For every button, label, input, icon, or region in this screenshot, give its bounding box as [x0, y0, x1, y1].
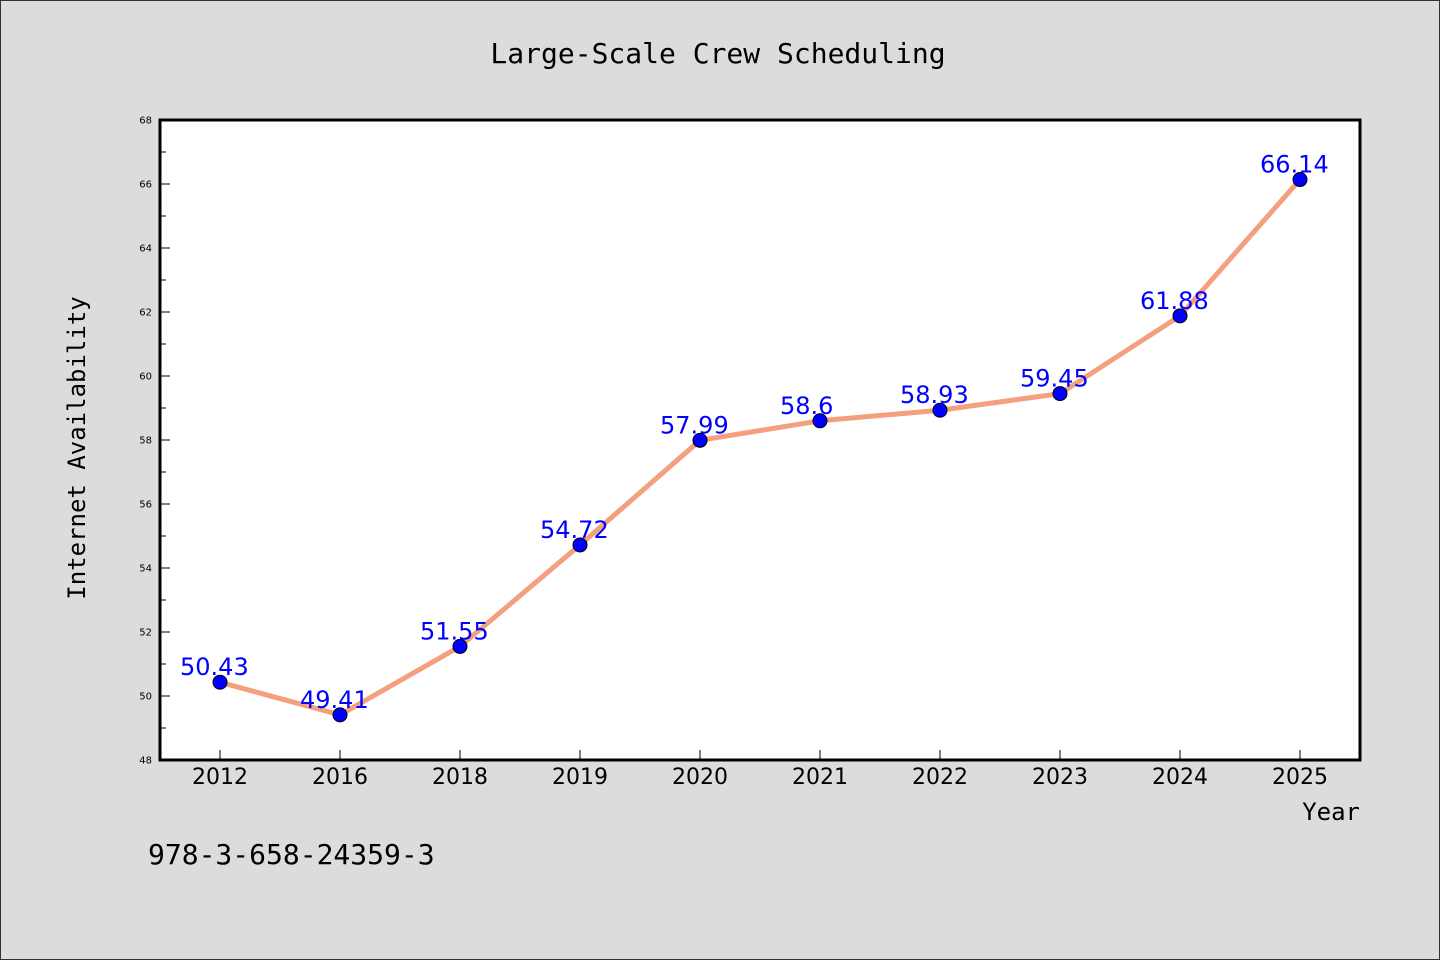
- data-label: 57.99: [660, 411, 729, 439]
- data-point: [212, 674, 228, 690]
- footer-code: 978-3-658-24359-3: [148, 838, 435, 871]
- x-axis: 2012 2016 2018 2019 2020 2021 2022 2023 2024 2025: [192, 750, 1328, 790]
- data-label: 54.72: [540, 516, 609, 544]
- data-point: [692, 432, 708, 448]
- y-tick-label: 62: [139, 308, 152, 319]
- data-label: 58.6: [780, 392, 833, 420]
- data-point: [1052, 386, 1068, 402]
- y-tick-label: 48: [139, 756, 152, 767]
- y-tick-label: 64: [139, 244, 152, 255]
- series-line-group: [212, 172, 1308, 723]
- y-tick-label: 54: [139, 564, 152, 575]
- data-label: 59.45: [1020, 365, 1089, 393]
- x-tick-label: 2012: [192, 765, 248, 790]
- x-tick-label: 2023: [1032, 765, 1088, 790]
- data-point: [1172, 308, 1188, 324]
- data-label: 66.14: [1260, 151, 1329, 179]
- x-tick-label: 2024: [1152, 765, 1208, 790]
- y-tick-label: 68: [139, 116, 152, 127]
- data-point: [932, 402, 948, 418]
- y-tick-label: 52: [139, 628, 152, 639]
- x-tick-label: 2020: [672, 765, 728, 790]
- x-tick-label: 2025: [1272, 765, 1328, 790]
- x-tick-label: 2019: [552, 765, 608, 790]
- data-point: [332, 707, 348, 723]
- x-tick-label: 2021: [792, 765, 848, 790]
- data-label: 58.93: [900, 381, 969, 409]
- y-tick-label: 56: [139, 500, 152, 511]
- data-point: [1292, 172, 1308, 188]
- y-axis-title: Internet Availability: [63, 296, 91, 599]
- plot-area: [158, 118, 1362, 762]
- data-point: [572, 537, 588, 553]
- chart-title: Large-Scale Crew Scheduling: [490, 37, 945, 70]
- y-axis: 48 50 52 54 56 58 60 62 64 66 68: [139, 116, 170, 767]
- x-axis-title: Year: [1302, 798, 1360, 826]
- series-line: [217, 177, 1303, 718]
- data-label: 50.43: [180, 653, 249, 681]
- data-labels-group: 50.43 49.41 51.55 54.72 57.99 58.6 58.93 59.45 6…: [180, 151, 1329, 714]
- y-tick-label: 60: [139, 372, 152, 383]
- x-tick-label: 2022: [912, 765, 968, 790]
- y-tick-label: 50: [139, 692, 152, 703]
- x-tick-label: 2016: [312, 765, 368, 790]
- data-label: 61.88: [1140, 287, 1209, 315]
- data-point: [812, 413, 828, 429]
- y-tick-label: 66: [139, 180, 152, 191]
- y-tick-label: 58: [139, 436, 152, 447]
- data-label: 51.55: [420, 617, 489, 645]
- data-point: [452, 638, 468, 654]
- x-tick-label: 2018: [432, 765, 488, 790]
- data-label: 49.41: [300, 686, 369, 714]
